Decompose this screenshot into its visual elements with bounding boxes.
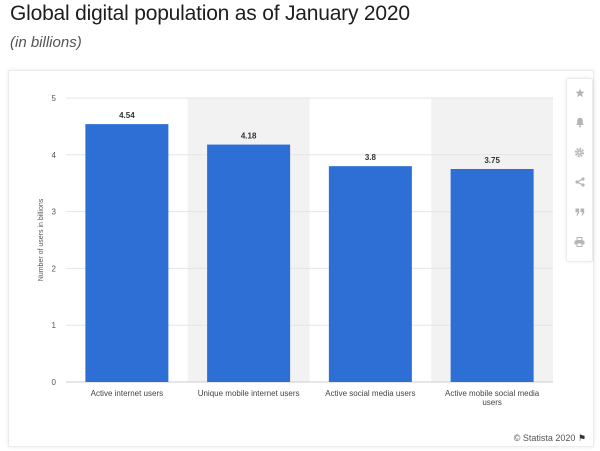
chart-toolbar xyxy=(566,78,593,262)
credit-text: © Statista 2020 xyxy=(513,433,576,443)
chart-title: Global digital population as of January … xyxy=(10,2,410,25)
value-label: 3.8 xyxy=(365,153,377,162)
chart-subtitle: (in billions) xyxy=(10,34,82,51)
gear-icon[interactable] xyxy=(567,141,592,163)
share-icon[interactable] xyxy=(567,171,592,193)
y-tick-label: 3 xyxy=(52,208,57,217)
print-icon[interactable] xyxy=(567,231,592,253)
y-tick-label: 0 xyxy=(52,378,57,387)
y-tick-label: 5 xyxy=(52,94,57,103)
category-label: Unique mobile internet users xyxy=(198,389,300,398)
statista-credit[interactable]: © Statista 2020 ⚑ xyxy=(514,433,586,444)
quote-icon[interactable] xyxy=(567,201,592,223)
y-tick-label: 1 xyxy=(52,321,57,330)
category-label: Active mobile social media users xyxy=(445,389,540,407)
star-icon[interactable] xyxy=(567,82,592,104)
bar xyxy=(207,144,291,382)
y-tick-label: 2 xyxy=(52,264,57,273)
value-label: 3.75 xyxy=(484,156,500,165)
y-axis-title: Number of users in billions xyxy=(38,198,45,281)
y-tick-label: 4 xyxy=(52,151,57,160)
category-label: Active social media users xyxy=(325,389,415,398)
value-label: 4.54 xyxy=(119,111,135,120)
category-label: Active internet users xyxy=(91,389,163,398)
value-label: 4.18 xyxy=(241,132,257,141)
bell-icon[interactable] xyxy=(567,111,592,133)
bar xyxy=(328,166,412,382)
bar xyxy=(450,169,534,382)
flag-icon: ⚑ xyxy=(577,433,586,443)
bar xyxy=(85,124,169,383)
